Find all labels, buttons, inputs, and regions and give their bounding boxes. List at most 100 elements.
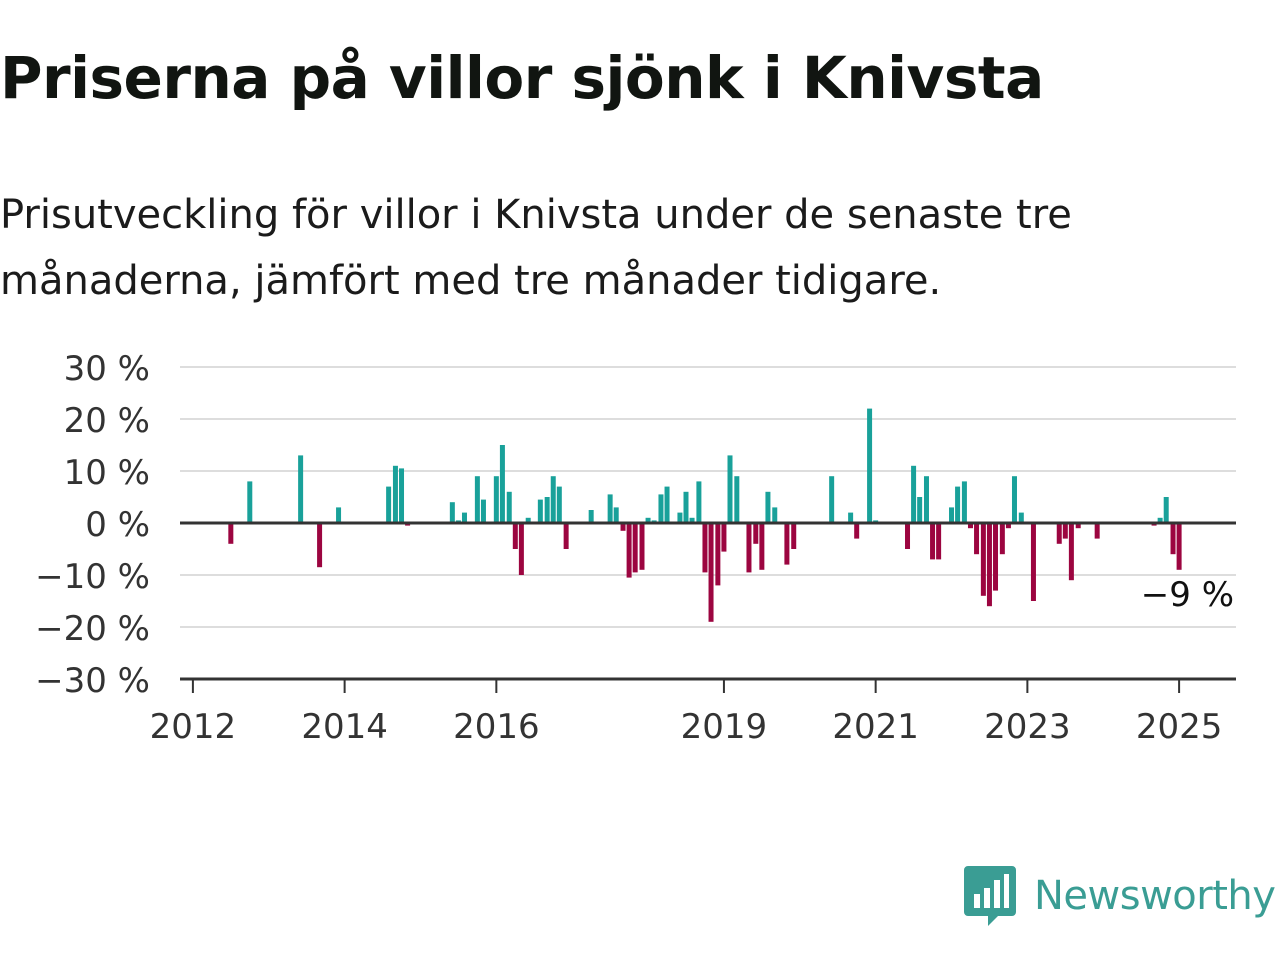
bar	[911, 465, 917, 523]
bar	[544, 497, 550, 523]
x-tick-label: 2019	[681, 707, 768, 747]
bar	[449, 502, 455, 523]
bar	[702, 523, 708, 573]
bar	[298, 455, 304, 523]
last-value-label: −9 %	[1141, 575, 1234, 615]
bar	[461, 512, 467, 523]
chart-subtitle: Prisutveckling för villor i Knivsta unde…	[0, 192, 1072, 304]
bar	[563, 523, 569, 549]
bar	[867, 408, 873, 523]
bar	[607, 494, 613, 523]
bar	[247, 481, 253, 523]
bar	[917, 497, 923, 523]
bar	[1068, 523, 1074, 581]
bar	[658, 494, 664, 523]
bar	[317, 523, 323, 568]
bar	[228, 523, 234, 544]
bar-chart: 30 % 20 % 10 % 0 % −10 % −20 % −30 %2012 2014 20…	[35, 349, 1236, 747]
y-tick-label: 0 %	[85, 505, 150, 545]
bar	[1176, 523, 1182, 570]
bar	[848, 512, 854, 523]
bar	[613, 507, 619, 523]
bar	[550, 476, 556, 523]
bar	[645, 517, 651, 523]
bar	[715, 523, 721, 586]
bar	[708, 523, 714, 622]
bar	[955, 486, 961, 523]
x-tick-label: 2014	[301, 707, 388, 747]
bar	[1056, 523, 1062, 544]
bar	[759, 523, 765, 570]
bar	[683, 491, 689, 523]
bar	[949, 507, 955, 523]
bar	[923, 476, 929, 523]
bar	[499, 445, 505, 523]
bar	[537, 499, 543, 523]
bar	[765, 491, 771, 523]
bar	[993, 523, 999, 591]
bar	[961, 481, 967, 523]
newsworthy-logo: Newsworthy	[964, 866, 1276, 926]
y-tick-label: −30 %	[35, 661, 150, 701]
y-tick-label: −10 %	[35, 557, 150, 597]
bar	[336, 507, 342, 523]
bar	[525, 517, 531, 523]
bar	[556, 486, 562, 523]
bar	[518, 523, 524, 575]
bar	[974, 523, 980, 555]
bar	[930, 523, 936, 560]
x-tick-label: 2025	[1136, 707, 1223, 747]
bar	[986, 523, 992, 607]
bar	[480, 499, 486, 523]
bar	[905, 523, 911, 549]
bar	[392, 465, 398, 523]
x-tick-label: 2023	[984, 707, 1071, 747]
bar	[1163, 497, 1169, 523]
bar	[1170, 523, 1176, 555]
bar	[664, 486, 670, 523]
x-tick-label: 2016	[453, 707, 540, 747]
bar	[506, 491, 512, 523]
bar	[721, 523, 727, 552]
bar	[734, 476, 740, 523]
bar	[1030, 523, 1036, 601]
bar	[772, 507, 778, 523]
x-tick-label: 2012	[150, 707, 237, 747]
bar	[632, 523, 638, 573]
bar	[1018, 512, 1024, 523]
bar	[753, 523, 759, 544]
bar	[639, 523, 645, 570]
bar	[936, 523, 942, 560]
bar	[493, 476, 499, 523]
x-tick-label: 2021	[832, 707, 919, 747]
y-tick-label: −20 %	[35, 609, 150, 649]
bar	[980, 523, 986, 596]
bar	[967, 523, 973, 529]
bar	[1157, 517, 1163, 523]
bar	[784, 523, 790, 565]
bar	[791, 523, 797, 549]
bar	[696, 481, 702, 523]
bar	[399, 468, 405, 523]
newsworthy-logo-icon	[964, 866, 1016, 926]
bar	[1005, 523, 1011, 529]
chart-title: Priserna på villor sjönk i Knivsta	[0, 44, 1044, 112]
y-tick-label: 10 %	[64, 453, 150, 493]
logo-text: Newsworthy	[1034, 873, 1276, 919]
bar	[999, 523, 1005, 555]
y-tick-label: 30 %	[64, 349, 150, 389]
bar	[588, 510, 594, 523]
bar	[512, 523, 518, 549]
bar	[854, 523, 860, 539]
bar	[689, 517, 695, 523]
y-tick-label: 20 %	[64, 401, 150, 441]
bar	[386, 486, 392, 523]
bar	[1094, 523, 1100, 539]
bar	[1062, 523, 1068, 539]
bar	[746, 523, 752, 573]
bar	[727, 455, 733, 523]
bar	[620, 523, 626, 531]
bar	[1011, 476, 1017, 523]
bar	[474, 476, 480, 523]
bar	[1075, 523, 1081, 529]
